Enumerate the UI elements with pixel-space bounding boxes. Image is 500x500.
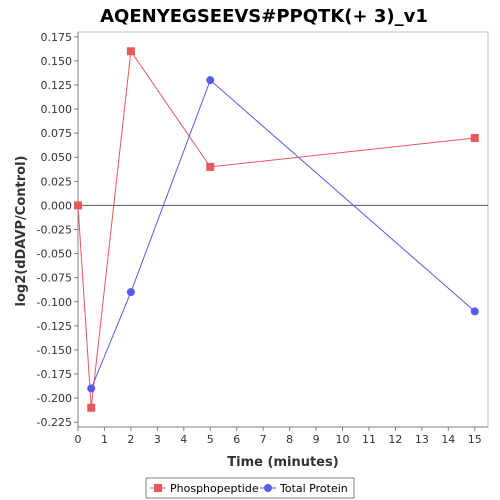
data-point-phosphopeptide <box>87 403 96 412</box>
x-tick-label: 0 <box>75 433 82 446</box>
y-tick-label: -0.175 <box>37 368 72 381</box>
y-tick-label: 0.175 <box>41 31 73 44</box>
y-tick-label: 0.100 <box>41 103 73 116</box>
x-axis-label: Time (minutes) <box>227 455 338 470</box>
plot-frame <box>77 31 489 428</box>
x-tick-label: 13 <box>415 433 429 446</box>
y-tick-label: 0.075 <box>41 127 73 140</box>
x-tick-label: 3 <box>154 433 161 446</box>
x-tick-label: 15 <box>468 433 482 446</box>
y-tick-label: -0.150 <box>37 344 72 357</box>
data-point-phosphopeptide <box>470 133 479 142</box>
y-tick-label: -0.025 <box>37 224 72 237</box>
y-tick-label: 0.050 <box>41 151 73 164</box>
x-tick-label: 5 <box>207 433 214 446</box>
x-tick-label: 4 <box>180 433 187 446</box>
y-tick-label: -0.200 <box>37 392 72 405</box>
legend-marker-phosphopeptide <box>154 484 162 492</box>
data-point-total-protein <box>126 288 135 297</box>
legend-box <box>145 477 355 499</box>
data-point-total-protein <box>206 76 215 85</box>
y-tick-label: -0.125 <box>37 320 72 333</box>
x-tick-label: 7 <box>260 433 267 446</box>
data-point-total-protein <box>470 307 479 316</box>
x-tick-label: 9 <box>313 433 320 446</box>
x-tick-label: 2 <box>127 433 134 446</box>
data-point-total-protein <box>87 384 96 393</box>
legend-marker-total-protein <box>264 484 272 492</box>
legend-label-phosphopeptide: Phosphopeptide <box>170 482 259 495</box>
x-tick-label: 6 <box>233 433 240 446</box>
x-tick-label: 10 <box>336 433 350 446</box>
y-tick-label: 0.000 <box>41 199 73 212</box>
x-tick-label: 11 <box>362 433 376 446</box>
y-tick-label: -0.075 <box>37 272 72 285</box>
data-point-phosphopeptide <box>74 201 82 210</box>
y-tick-label: 0.025 <box>41 175 73 188</box>
y-axis-label: log2(dDAVP/Control) <box>14 156 29 307</box>
series-line-total-protein <box>90 79 476 389</box>
y-tick-label: -0.225 <box>37 416 72 429</box>
data-point-phosphopeptide <box>126 47 135 56</box>
legend-label-total-protein: Total Protein <box>279 482 348 495</box>
y-tick-label: -0.100 <box>37 296 72 309</box>
y-tick-label: 0.125 <box>41 79 73 92</box>
legend: Phosphopeptide Total Protein <box>145 477 355 499</box>
data-point-phosphopeptide <box>206 162 215 171</box>
y-tick-label: -0.050 <box>37 248 72 261</box>
x-tick-label: 8 <box>286 433 293 446</box>
y-tick-label: 0.150 <box>41 55 73 68</box>
x-tick-label: 12 <box>388 433 402 446</box>
x-tick-label: 14 <box>441 433 455 446</box>
plot-area: -0.225 -0.200 -0.175 -0.150 -0.125 -0.100 -0.0… <box>37 31 489 446</box>
x-tick-label: 1 <box>101 433 108 446</box>
chart-title: AQENYEGSEEVS#PPQTK(+ 3)_v1 <box>100 6 428 27</box>
